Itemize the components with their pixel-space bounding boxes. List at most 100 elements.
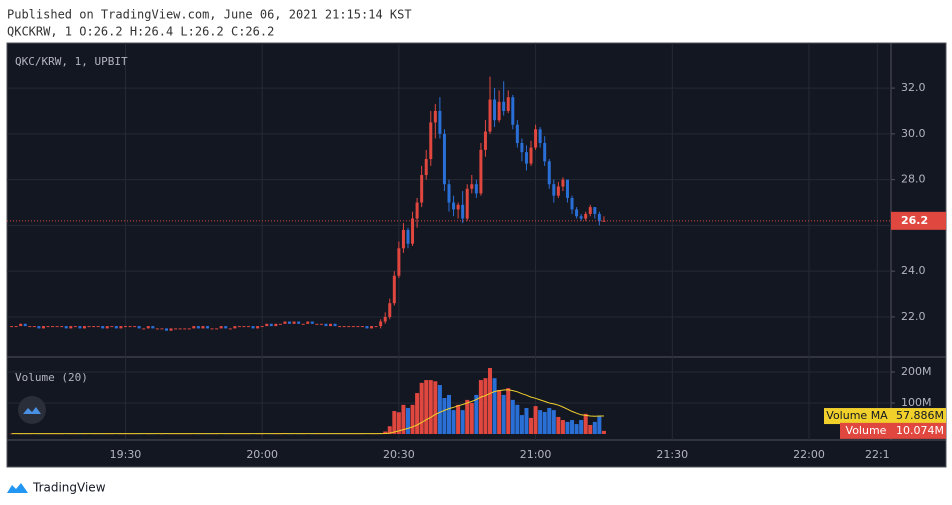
candle-body [123,326,127,328]
volume-bar [419,382,424,434]
volume-bar [456,404,461,434]
y-tick-label: 28.0 [901,173,926,186]
candle-body [474,184,478,194]
last-price-box [891,211,946,230]
candle-body [146,326,150,329]
volume-bar [588,424,593,434]
x-tick-label: 21:00 [520,448,552,461]
volume-bar [597,416,602,434]
candle-body [14,326,18,328]
candle-body [247,326,251,328]
x-tick-label: 20:00 [246,448,278,461]
candle-body [570,197,574,210]
candle-body [529,147,533,164]
candle-body [461,204,465,219]
candle-body [51,326,55,328]
x-tick-label: 20:30 [383,448,415,461]
candle-body [411,218,415,244]
candle-body [196,326,200,329]
candle-body [155,328,159,330]
candle-body [379,321,383,327]
volume-bar [469,402,474,434]
candle-body [338,326,342,328]
volume-value-label: 10.074M [896,424,944,437]
candle-body [534,129,538,148]
y-tick-label: 24.0 [901,264,926,277]
volume-bar [506,388,511,434]
x-tick-label: 19:30 [110,448,142,461]
x-tick-label: 22:00 [793,448,825,461]
candle-body [424,159,428,176]
volume-bar [556,416,561,434]
candle-body [479,149,483,194]
candle-body [433,110,437,123]
candle-body [392,275,396,304]
axis-corner [891,440,946,467]
candle-body [561,179,565,187]
volume-bar [387,426,392,434]
candle-body [319,323,323,325]
candle-body [438,110,442,134]
candle-body [128,326,132,328]
candle-body [511,97,515,125]
y-tick-label: 22.0 [901,310,926,323]
brand-name: TradingView [32,481,106,495]
candle-body [602,220,606,222]
volume-bar [451,410,456,434]
candle-body [310,321,314,324]
candle-body [151,326,155,329]
candle-body [187,328,191,330]
candle-body [55,326,59,328]
candle-body [205,326,209,329]
candle-body [401,229,405,249]
candle-body [105,326,109,329]
candle-body [215,328,219,330]
candle-body [329,323,333,327]
candle-body [283,321,287,324]
candle-body [397,248,401,276]
volume-name: Volume [846,424,887,437]
candle-body [297,321,301,324]
candle-body [593,207,597,214]
candle-body [538,129,542,144]
volume-bar [529,417,534,434]
volume-bar [437,385,442,434]
volume-bar [501,394,506,434]
y-tick-label: 200M [901,365,932,378]
x-tick-label: 21:30 [656,448,688,461]
candle-body [183,328,187,330]
candle-body [488,99,492,132]
candle-body [493,99,497,121]
volume-bar [410,404,415,434]
candle-body [456,204,460,210]
volume-bar [579,420,584,434]
candle-body [87,326,91,328]
volume-bar [483,378,488,434]
volume-bar [474,394,479,434]
volume-bar [478,380,483,434]
x-tick-label: 22:1 [865,448,890,461]
candle-body [210,328,214,330]
volume-bar [442,398,447,434]
candle-body [524,152,528,164]
ohlc-line: QKCKRW, 1 O:26.2 H:26.4 L:26.2 C:26.2 [7,25,274,39]
candle-body [82,326,86,329]
candle-body [23,323,27,327]
candle-body [201,326,205,329]
volume-bar [492,378,497,434]
volume-bar [465,399,470,434]
candle-body [420,175,424,203]
volume-bar [415,393,420,434]
candle-body [301,323,305,325]
ma-name-box [824,408,891,425]
candle-body [515,124,519,144]
candle-body [237,326,241,328]
candle-body [41,326,45,329]
candle-body [274,323,278,327]
candle-body [333,323,337,327]
candle-body [465,188,469,219]
candle-body [60,326,64,328]
candle-body [78,326,82,329]
candle-body [46,326,50,328]
